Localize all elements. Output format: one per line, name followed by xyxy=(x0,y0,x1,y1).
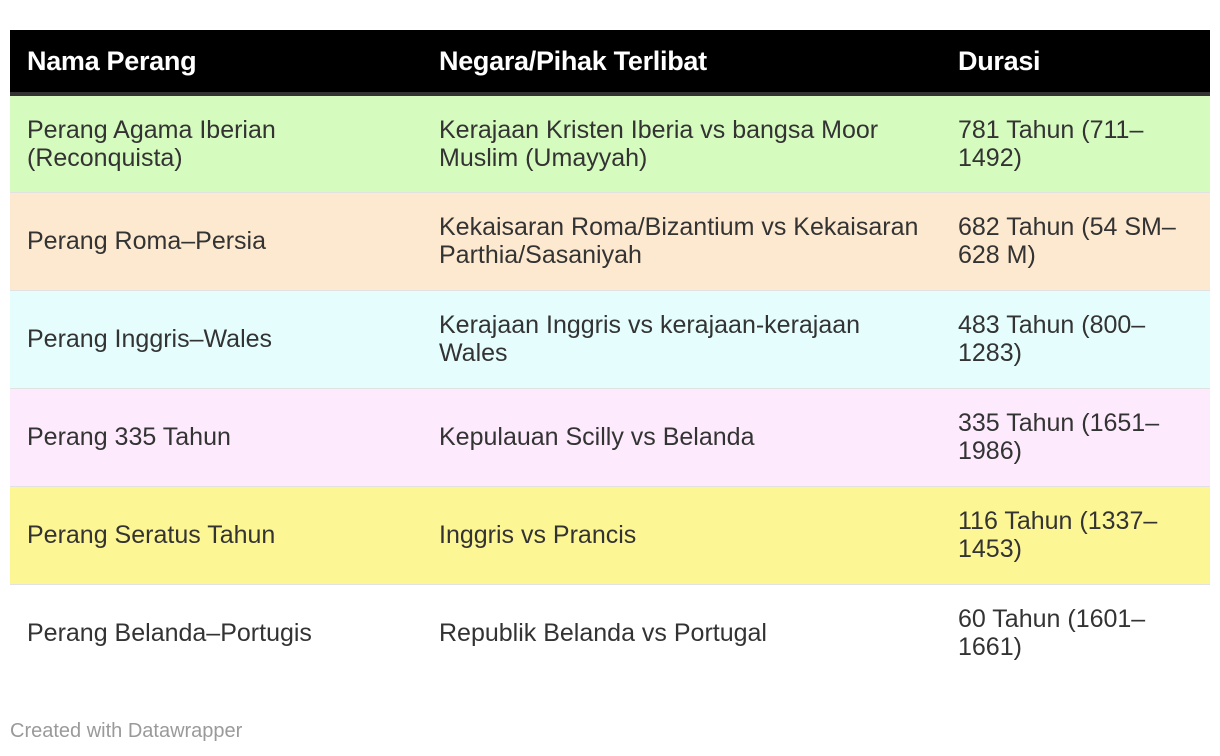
table-body: Perang Agama Iberian (Reconquista) Keraj… xyxy=(10,94,1210,682)
table-row: Perang Belanda–Portugis Republik Belanda… xyxy=(10,584,1210,682)
cell-duration: 60 Tahun (1601–1661) xyxy=(958,605,1146,662)
cell-war-name: Perang 335 Tahun xyxy=(10,388,422,487)
cell-parties: Kerajaan Inggris vs kerajaan-kerajaan Wa… xyxy=(422,290,941,389)
data-table-container: Nama Perang Negara/Pihak Terlibat Durasi… xyxy=(10,30,1210,682)
cell-parties: Kepulauan Scilly vs Belanda xyxy=(422,388,941,487)
table-row: Perang Inggris–Wales Kerajaan Inggris vs… xyxy=(10,290,1210,389)
column-header-durasi[interactable]: Durasi xyxy=(941,30,1210,96)
cell-parties: Kerajaan Kristen Iberia vs bangsa Moor M… xyxy=(422,94,941,193)
cell-duration: 483 Tahun (800–1283) xyxy=(941,290,1210,389)
cell-war-name: Perang Seratus Tahun xyxy=(10,486,422,585)
cell-war-name: Perang Roma–Persia xyxy=(10,192,422,291)
table-header: Nama Perang Negara/Pihak Terlibat Durasi xyxy=(10,30,1210,96)
cell-war-name: Perang Agama Iberian (Reconquista) xyxy=(10,94,422,193)
cell-war-name: Perang Belanda–Portugis xyxy=(27,619,312,648)
column-header-nama-perang[interactable]: Nama Perang xyxy=(10,30,422,96)
cell-duration: 682 Tahun (54 SM–628 M) xyxy=(941,192,1210,291)
cell-war-name: Perang Inggris–Wales xyxy=(10,290,422,389)
cell-duration: 116 Tahun (1337–1453) xyxy=(941,486,1210,585)
cell-parties: Kekaisaran Roma/Bizantium vs Kekaisaran … xyxy=(422,192,941,291)
wars-table: Nama Perang Negara/Pihak Terlibat Durasi… xyxy=(10,30,1210,682)
table-row: Perang Agama Iberian (Reconquista) Keraj… xyxy=(10,94,1210,193)
cell-duration: 335 Tahun (1651–1986) xyxy=(941,388,1210,487)
cell-parties: Republik Belanda vs Portugal xyxy=(439,619,767,648)
cell-duration: 781 Tahun (711–1492) xyxy=(941,94,1210,193)
header-row: Nama Perang Negara/Pihak Terlibat Durasi xyxy=(10,30,1210,96)
table-row: Perang Roma–Persia Kekaisaran Roma/Bizan… xyxy=(10,192,1210,291)
table-row: Perang 335 Tahun Kepulauan Scilly vs Bel… xyxy=(10,388,1210,487)
datawrapper-credit[interactable]: Created with Datawrapper xyxy=(10,720,243,742)
column-header-negara-pihak[interactable]: Negara/Pihak Terlibat xyxy=(422,30,941,96)
table-row: Perang Seratus Tahun Inggris vs Prancis … xyxy=(10,486,1210,585)
cell-parties: Inggris vs Prancis xyxy=(422,486,941,585)
